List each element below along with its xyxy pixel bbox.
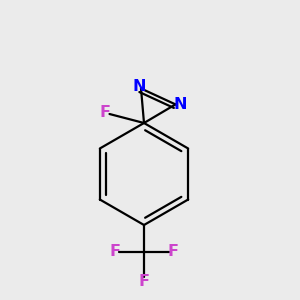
Text: N: N: [174, 97, 187, 112]
Text: N: N: [133, 79, 146, 94]
Text: F: F: [109, 244, 120, 260]
Text: F: F: [99, 105, 110, 120]
Text: F: F: [168, 244, 179, 260]
Text: F: F: [139, 274, 149, 289]
